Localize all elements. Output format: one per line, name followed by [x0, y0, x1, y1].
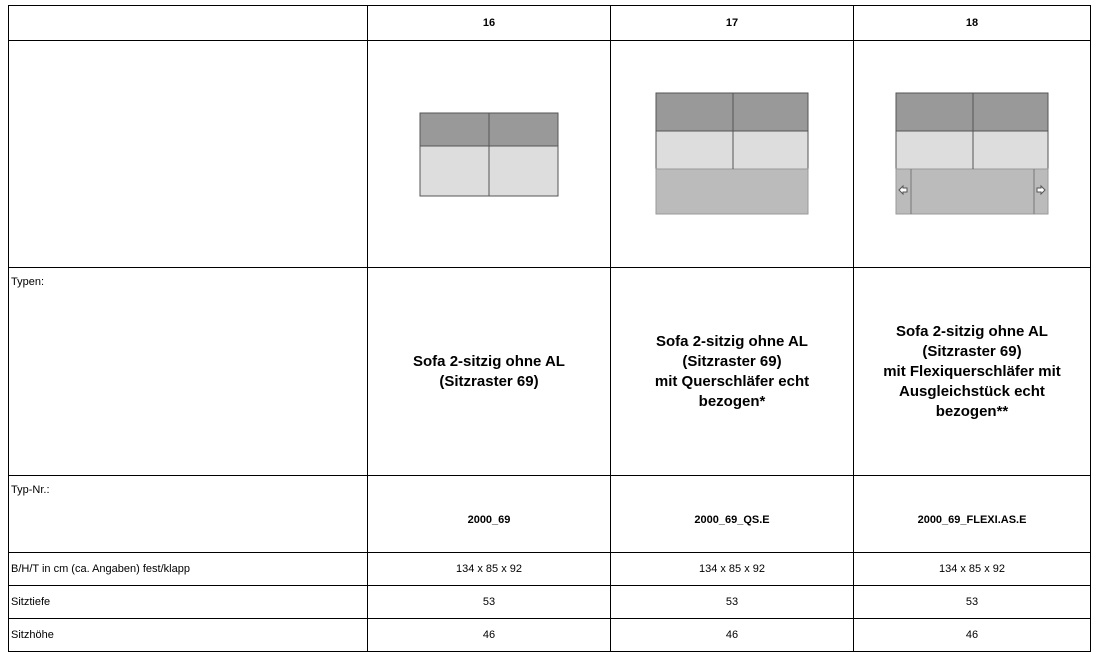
row-label: Typ-Nr.: — [8, 475, 368, 553]
data-row: B/H/T in cm (ca. Angaben) fest/klapp 134 … — [8, 552, 1091, 586]
type-cell: Sofa 2-sitzig ohne AL (Sitzraster 69) mit … — [853, 267, 1091, 476]
value-cell: 46 — [367, 618, 611, 652]
data-row: Sitztiefe 53 53 53 — [8, 585, 1091, 619]
type-line: mit Querschläfer echt — [654, 372, 810, 390]
data-row: Sitzhöhe 46 46 46 — [8, 618, 1091, 652]
image-cell — [853, 40, 1091, 268]
sofa-diagram — [419, 112, 559, 196]
type-cell: Sofa 2-sitzig ohne AL (Sitzraster 69) mit … — [610, 267, 854, 476]
sofa-diagram — [655, 92, 809, 215]
product-table: 16 17 18 Typen: Sofa 2-sitzig ohne AL (Sitzr… — [8, 5, 1091, 652]
type-line: Sofa 2-sitzig ohne AL — [896, 322, 1048, 340]
row-label: Sitzhöhe — [8, 618, 368, 652]
type-line: (Sitzraster 69) — [439, 372, 539, 390]
typnr-row: Typ-Nr.: 2000_69 2000_69_QS.E 2000_69_FLEXI… — [8, 475, 1091, 553]
type-line: bezogen** — [935, 402, 1009, 420]
type-line: bezogen* — [698, 392, 766, 410]
types-row: Typen: Sofa 2-sitzig ohne AL (Sitzraster 6… — [8, 267, 1091, 476]
row-label: Typen: — [8, 267, 368, 476]
value-cell: 53 — [367, 585, 611, 619]
column-header: 16 — [367, 5, 611, 41]
type-line: Sofa 2-sitzig ohne AL — [656, 332, 808, 350]
type-cell: Sofa 2-sitzig ohne AL (Sitzraster 69) — [367, 267, 611, 476]
image-row — [8, 40, 1091, 268]
type-line: (Sitzraster 69) — [682, 352, 782, 370]
value-cell: 134 x 85 x 92 — [367, 552, 611, 586]
empty-cell — [8, 5, 368, 41]
value-cell: 53 — [610, 585, 854, 619]
value-cell: 53 — [853, 585, 1091, 619]
typnr-cell: 2000_69 — [367, 475, 611, 553]
value-cell: 46 — [853, 618, 1091, 652]
header-row: 16 17 18 — [8, 5, 1091, 41]
typnr-cell: 2000_69_FLEXI.AS.E — [853, 475, 1091, 553]
empty-cell — [8, 40, 368, 268]
row-label: Sitztiefe — [8, 585, 368, 619]
type-line: mit Flexiquerschläfer mit — [883, 362, 1061, 380]
value-cell: 134 x 85 x 92 — [610, 552, 854, 586]
image-cell — [367, 40, 611, 268]
row-label: B/H/T in cm (ca. Angaben) fest/klapp — [8, 552, 368, 586]
column-header: 18 — [853, 5, 1091, 41]
sofa-diagram — [895, 92, 1049, 215]
type-line: Ausgleichstück echt — [899, 382, 1045, 400]
page: 16 17 18 Typen: Sofa 2-sitzig ohne AL (Sitzr… — [8, 5, 1091, 652]
column-header: 17 — [610, 5, 854, 41]
value-cell: 46 — [610, 618, 854, 652]
typnr-cell: 2000_69_QS.E — [610, 475, 854, 553]
image-cell — [610, 40, 854, 268]
type-line: Sofa 2-sitzig ohne AL — [413, 352, 565, 370]
type-line: (Sitzraster 69) — [922, 342, 1022, 360]
value-cell: 134 x 85 x 92 — [853, 552, 1091, 586]
